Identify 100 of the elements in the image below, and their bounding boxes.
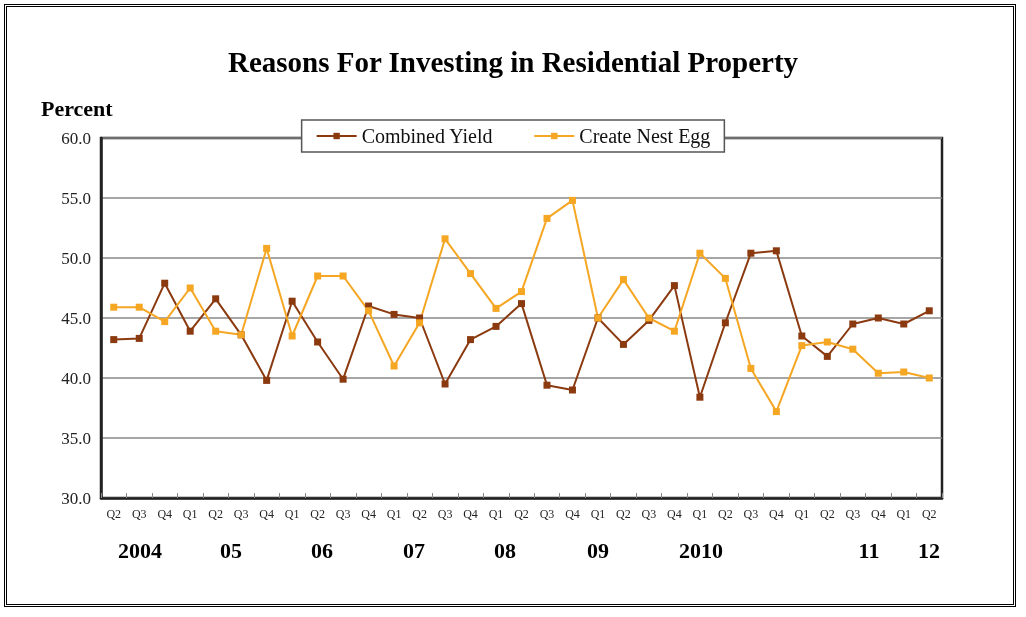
point: [874, 314, 882, 322]
point: [263, 244, 271, 252]
text: 06: [311, 538, 333, 564]
point: [568, 386, 576, 394]
point: [721, 319, 729, 327]
point: [823, 352, 831, 360]
x-tick-label: Q2: [718, 507, 733, 521]
legend-label: Create Nest Egg: [579, 125, 711, 148]
x-tick-label: Q2: [616, 507, 631, 521]
text: 05: [220, 538, 242, 564]
point: [186, 284, 194, 292]
point: [747, 364, 755, 372]
y-tick-label: 55.0: [61, 188, 91, 208]
point: [518, 288, 525, 296]
y-tick-label: 45.0: [61, 308, 91, 328]
point: [925, 307, 933, 315]
point: [823, 338, 831, 346]
point: [467, 336, 475, 344]
point: [110, 336, 118, 344]
x-tick-label: Q1: [284, 507, 300, 521]
x-tick-label: Q4: [463, 507, 478, 521]
point: [619, 276, 627, 284]
x-tick-label: Q1: [692, 507, 708, 521]
point: [874, 369, 882, 377]
x-tick-label: Q3: [641, 507, 657, 521]
point: [416, 319, 424, 327]
legend-label: Combined Yield: [361, 125, 493, 147]
point: [619, 340, 627, 348]
point: [441, 235, 449, 243]
point: [135, 334, 143, 342]
point: [492, 304, 500, 312]
y-tick-label: 35.0: [61, 428, 91, 448]
point: [849, 345, 857, 353]
x-tick-label: Q4: [157, 507, 173, 521]
point: [365, 307, 373, 315]
point: [670, 282, 678, 290]
y-tick-label: 30.0: [61, 488, 91, 508]
text: 09: [587, 538, 609, 564]
point: [135, 303, 143, 311]
x-tick-label: Q4: [769, 507, 784, 521]
text: 12: [918, 538, 940, 564]
point: [288, 297, 296, 305]
point: [747, 249, 755, 257]
point: [543, 381, 551, 389]
point: [772, 247, 780, 255]
y-tick-label: 60.0: [61, 128, 91, 148]
point: [186, 327, 194, 335]
point: [900, 320, 908, 328]
x-tick-label: Q4: [565, 507, 580, 521]
point: [670, 327, 678, 335]
x-tick-label: Q1: [488, 507, 504, 521]
y-tick-label: 40.0: [61, 368, 91, 388]
point: [696, 249, 704, 257]
point: [161, 279, 169, 287]
point: [110, 303, 118, 311]
chart-title: Reasons For Investing in Residential Property: [227, 45, 799, 78]
x-tick-label: Q2: [819, 507, 835, 521]
point: [339, 375, 347, 383]
x-tick-label: Q2: [208, 507, 224, 521]
point: [925, 374, 933, 382]
point: [314, 338, 322, 346]
x-tick-label: Q2: [412, 507, 427, 521]
point: [849, 320, 857, 328]
x-tick-label: Q1: [896, 507, 912, 521]
point: [568, 196, 576, 204]
text: 08: [494, 538, 516, 564]
point: [543, 214, 551, 222]
point: [441, 380, 449, 388]
x-tick-label: Q3: [845, 507, 861, 521]
point: [467, 270, 475, 278]
text: 2010: [679, 538, 723, 564]
x-tick-label: Q3: [131, 507, 147, 521]
x-tick-label: Q4: [361, 507, 376, 521]
point: [900, 368, 908, 376]
x-tick-label: Q2: [310, 507, 325, 521]
text: 07: [403, 538, 425, 564]
point: [212, 327, 220, 335]
point: [212, 295, 220, 303]
y-tick-label: 50.0: [61, 248, 91, 268]
x-tick-label: Q3: [743, 507, 759, 521]
x-tick-label: Q3: [539, 507, 555, 521]
point: [161, 318, 169, 326]
y-axis-title: Percent: [41, 95, 114, 121]
x-tick-label: Q4: [870, 507, 886, 521]
point: [288, 332, 296, 340]
point: [721, 274, 729, 282]
x-tick-label: Q4: [259, 507, 274, 521]
x-tick-label: Q1: [590, 507, 606, 521]
x-tick-label: Q2: [106, 507, 122, 521]
point: [798, 342, 806, 350]
x-tick-label: Q2: [514, 507, 529, 521]
x-tick-label: Q1: [794, 507, 810, 521]
x-tick-label: Q3: [233, 507, 249, 521]
x-tick-label: Q1: [386, 507, 402, 521]
point: [798, 332, 806, 340]
point: [390, 310, 398, 318]
point: [492, 322, 500, 330]
text: 2004: [118, 538, 162, 564]
x-tick-label: Q4: [667, 507, 682, 521]
point: [772, 408, 780, 416]
